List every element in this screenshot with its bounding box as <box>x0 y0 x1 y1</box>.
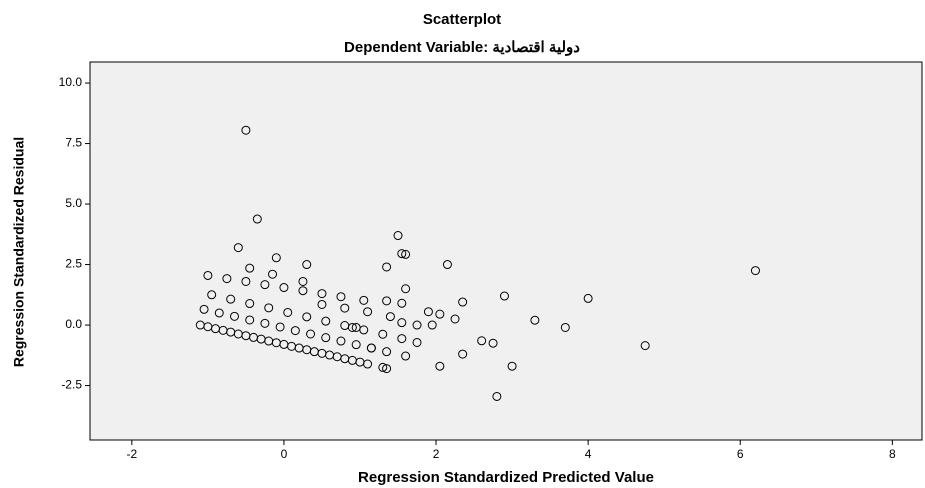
x-tick-label: 6 <box>737 447 744 461</box>
y-axis-label: Regression Standardized Residual <box>11 137 27 367</box>
point <box>385 312 395 322</box>
point <box>290 326 300 336</box>
point <box>199 304 209 314</box>
point <box>298 276 308 286</box>
point <box>275 322 285 332</box>
point <box>435 309 445 319</box>
y-tick-label: 5.0 <box>65 196 82 210</box>
point <box>226 294 236 304</box>
y-tick-label: 0.0 <box>65 317 82 331</box>
point <box>458 297 468 307</box>
point <box>260 318 270 328</box>
x-tick-label: 0 <box>281 447 288 461</box>
point <box>264 303 274 313</box>
point <box>229 311 239 321</box>
x-axis-label: Regression Standardized Predicted Value <box>358 469 654 486</box>
plot-area <box>89 61 923 441</box>
point <box>382 364 392 374</box>
point <box>401 351 411 361</box>
point <box>203 270 213 280</box>
point <box>351 322 361 332</box>
point <box>336 336 346 346</box>
x-tick-label: 2 <box>433 447 440 461</box>
point <box>279 283 289 293</box>
point <box>492 391 502 401</box>
point <box>214 308 224 318</box>
point <box>397 334 407 344</box>
point <box>363 359 373 369</box>
x-tick-label: 4 <box>585 447 592 461</box>
y-tick-label: 2.5 <box>65 257 82 271</box>
point <box>640 341 650 351</box>
point <box>366 343 376 353</box>
point <box>401 249 411 259</box>
point <box>560 322 570 332</box>
point <box>382 347 392 357</box>
point <box>488 338 498 348</box>
point <box>382 296 392 306</box>
point <box>317 299 327 309</box>
point <box>359 295 369 305</box>
point <box>321 333 331 343</box>
point <box>363 307 373 317</box>
x-tick-label: 8 <box>889 447 896 461</box>
x-tick-label: -2 <box>126 447 137 461</box>
point <box>317 289 327 299</box>
point <box>222 274 232 284</box>
point <box>252 214 262 224</box>
point <box>442 260 452 270</box>
point <box>321 316 331 326</box>
point <box>340 303 350 313</box>
point <box>245 315 255 325</box>
point <box>458 349 468 359</box>
y-tick-label: 7.5 <box>65 136 82 150</box>
point <box>397 249 407 259</box>
point <box>412 337 422 347</box>
point <box>382 262 392 272</box>
point <box>260 280 270 290</box>
point <box>530 315 540 325</box>
point <box>435 361 445 371</box>
chart-title: Scatterplot <box>423 11 501 28</box>
point <box>241 125 251 135</box>
point <box>268 269 278 279</box>
chart-subtitle: Dependent Variable: دولية اقتصادية <box>344 39 580 56</box>
point <box>412 320 422 330</box>
point <box>750 266 760 276</box>
point <box>306 329 316 339</box>
point <box>283 307 293 317</box>
point <box>245 299 255 309</box>
point <box>378 362 388 372</box>
point <box>233 243 243 253</box>
point <box>397 298 407 308</box>
point <box>351 340 361 350</box>
point <box>583 293 593 303</box>
point <box>378 329 388 339</box>
point <box>336 292 346 302</box>
point <box>450 314 460 324</box>
point <box>245 263 255 273</box>
point <box>499 291 509 301</box>
point <box>302 260 312 270</box>
point <box>271 253 281 263</box>
point <box>423 307 433 317</box>
point <box>207 290 217 300</box>
point <box>507 361 517 371</box>
point <box>302 312 312 322</box>
point <box>397 318 407 328</box>
point <box>393 231 403 241</box>
point <box>347 322 357 332</box>
point <box>427 320 437 330</box>
y-tick-label: -2.5 <box>61 378 82 392</box>
point <box>477 336 487 346</box>
point <box>241 276 251 286</box>
point <box>401 284 411 294</box>
point <box>298 286 308 296</box>
y-tick-label: 10.0 <box>59 75 83 89</box>
